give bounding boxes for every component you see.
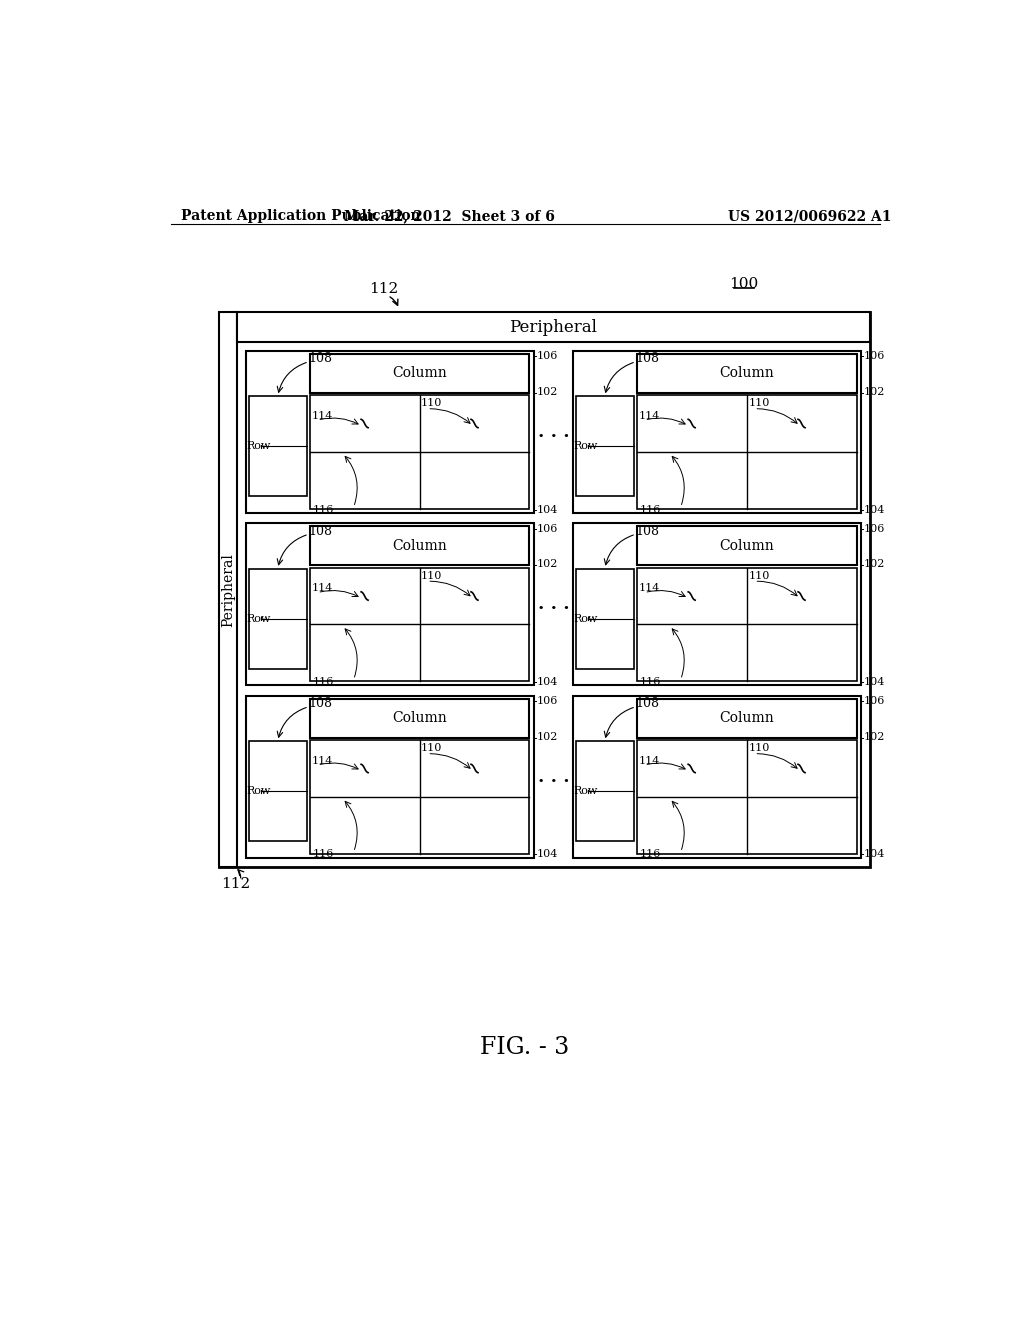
Bar <box>572 351 861 512</box>
Text: 102: 102 <box>537 560 558 569</box>
Text: 112: 112 <box>221 876 250 891</box>
Text: 108: 108 <box>636 524 659 537</box>
Text: 108: 108 <box>309 352 333 366</box>
Bar <box>575 741 634 841</box>
Text: 102: 102 <box>537 387 558 397</box>
Bar <box>237 313 870 342</box>
Text: 102: 102 <box>537 733 558 742</box>
Text: 110: 110 <box>749 570 769 581</box>
Bar <box>219 313 237 867</box>
Text: 106: 106 <box>537 524 558 533</box>
Text: 108: 108 <box>636 352 659 366</box>
Text: 116: 116 <box>312 677 334 686</box>
Bar <box>309 700 529 738</box>
Text: 106: 106 <box>863 696 885 706</box>
Text: 116: 116 <box>640 850 662 859</box>
Bar <box>309 395 529 508</box>
Bar <box>219 313 870 867</box>
Text: 102: 102 <box>863 560 885 569</box>
Text: Peripheral: Peripheral <box>510 318 597 335</box>
Bar <box>309 354 529 393</box>
Text: 108: 108 <box>309 524 333 537</box>
Text: 110: 110 <box>749 399 769 408</box>
Text: 114: 114 <box>639 411 660 421</box>
Bar <box>572 524 861 685</box>
Text: Row: Row <box>573 441 598 451</box>
Text: Column: Column <box>719 367 774 380</box>
Text: 108: 108 <box>309 697 333 710</box>
Text: 110: 110 <box>421 570 442 581</box>
Bar <box>637 395 856 508</box>
Text: Row: Row <box>247 614 271 624</box>
Text: 108: 108 <box>636 697 659 710</box>
Text: Column: Column <box>719 711 774 726</box>
Text: . . .: . . . <box>538 422 569 441</box>
Text: . . .: . . . <box>538 595 569 614</box>
Text: Patent Application Publication: Patent Application Publication <box>180 209 420 223</box>
Bar <box>309 527 529 565</box>
Text: 104: 104 <box>863 677 885 686</box>
Text: Peripheral: Peripheral <box>221 553 234 627</box>
Text: 102: 102 <box>863 387 885 397</box>
Text: 100: 100 <box>729 277 759 290</box>
Text: 110: 110 <box>749 743 769 752</box>
Bar <box>637 741 856 854</box>
Text: Row: Row <box>573 787 598 796</box>
Text: 114: 114 <box>639 583 660 593</box>
Text: 106: 106 <box>537 696 558 706</box>
Text: 106: 106 <box>537 351 558 362</box>
Text: Row: Row <box>247 787 271 796</box>
Text: 104: 104 <box>863 850 885 859</box>
Text: 104: 104 <box>863 504 885 515</box>
Text: Column: Column <box>392 367 446 380</box>
Text: 114: 114 <box>639 755 660 766</box>
Text: 110: 110 <box>421 743 442 752</box>
Text: Row: Row <box>247 441 271 451</box>
Text: 116: 116 <box>640 677 662 686</box>
Text: Column: Column <box>719 539 774 553</box>
Bar <box>246 524 535 685</box>
Text: US 2012/0069622 A1: US 2012/0069622 A1 <box>728 209 892 223</box>
Bar <box>575 396 634 496</box>
Bar <box>637 354 856 393</box>
Text: Column: Column <box>392 711 446 726</box>
Bar <box>249 741 306 841</box>
Bar <box>249 396 306 496</box>
Text: Column: Column <box>392 539 446 553</box>
Text: 116: 116 <box>312 850 334 859</box>
Bar <box>246 351 535 512</box>
Bar <box>309 741 529 854</box>
Bar <box>637 568 856 681</box>
Text: 116: 116 <box>312 504 334 515</box>
Text: FIG. - 3: FIG. - 3 <box>480 1036 569 1059</box>
Bar <box>309 568 529 681</box>
Text: 106: 106 <box>863 524 885 533</box>
Text: 102: 102 <box>863 733 885 742</box>
Text: 110: 110 <box>421 399 442 408</box>
Text: 114: 114 <box>312 411 334 421</box>
Bar <box>246 696 535 858</box>
Bar <box>637 700 856 738</box>
Text: 116: 116 <box>640 504 662 515</box>
Text: 114: 114 <box>312 583 334 593</box>
Text: 106: 106 <box>863 351 885 362</box>
Text: . . .: . . . <box>538 768 569 785</box>
Text: 104: 104 <box>537 504 558 515</box>
Text: Row: Row <box>573 614 598 624</box>
Bar <box>575 569 634 669</box>
Text: 104: 104 <box>537 677 558 686</box>
Text: Mar. 22, 2012  Sheet 3 of 6: Mar. 22, 2012 Sheet 3 of 6 <box>344 209 555 223</box>
Bar <box>572 696 861 858</box>
Text: 104: 104 <box>537 850 558 859</box>
Bar <box>637 527 856 565</box>
Text: 114: 114 <box>312 755 334 766</box>
Bar <box>249 569 306 669</box>
Text: 112: 112 <box>369 282 398 296</box>
